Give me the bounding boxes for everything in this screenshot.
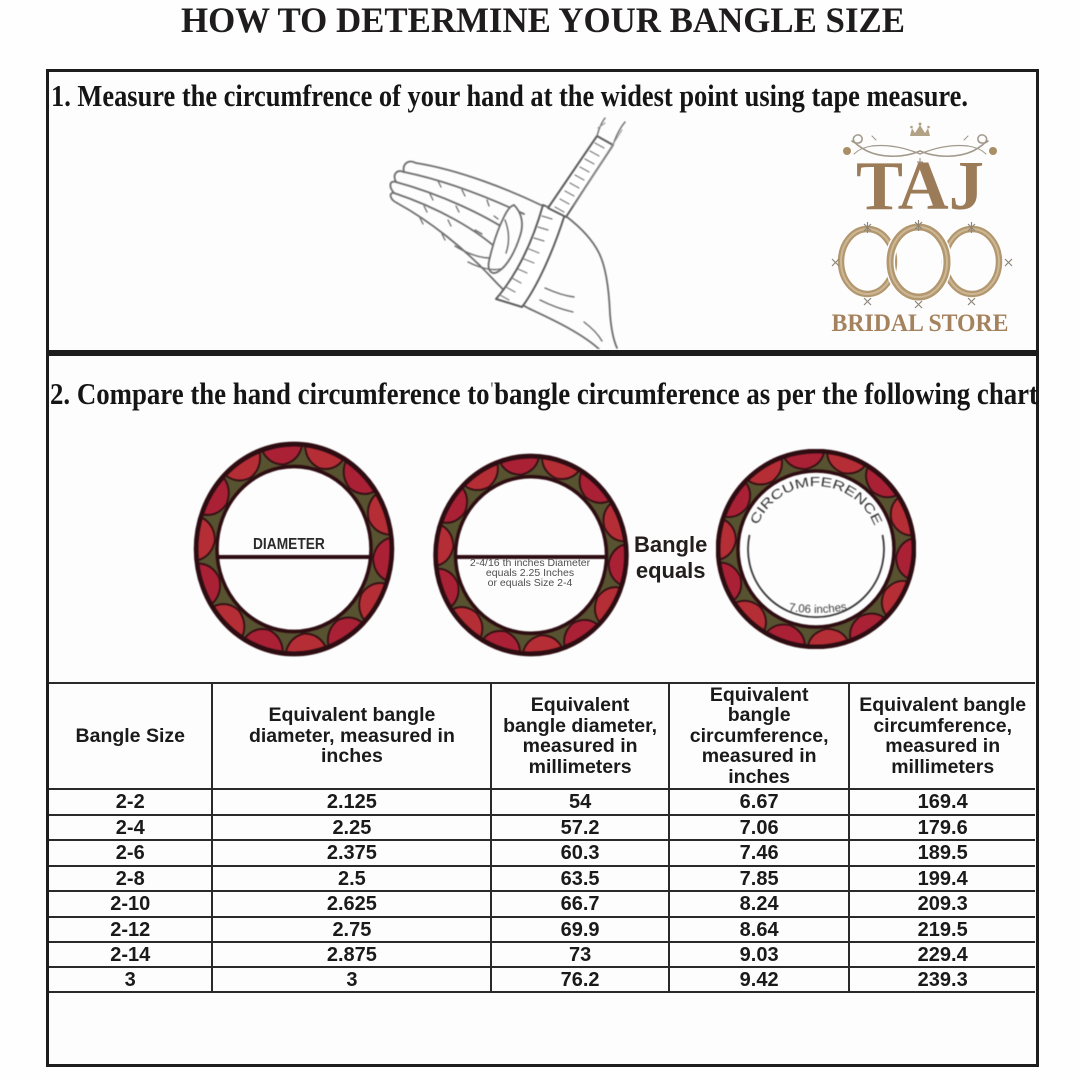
svg-text:7.06 inches: 7.06 inches: [788, 601, 848, 616]
svg-text:TAJ: TAJ: [856, 148, 984, 225]
svg-text:BRIDAL STORE: BRIDAL STORE: [832, 310, 1009, 337]
